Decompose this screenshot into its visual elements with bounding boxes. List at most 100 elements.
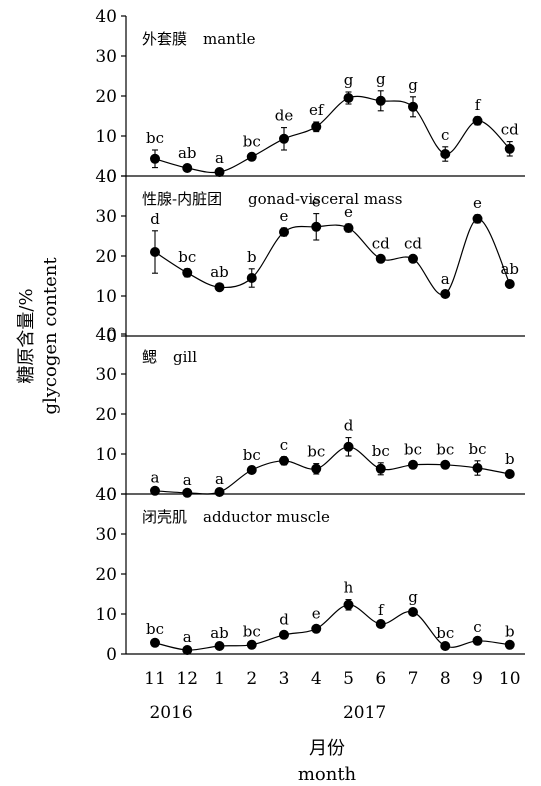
data-point <box>279 629 289 640</box>
significance-letter: bc <box>436 441 454 459</box>
y-tick-label: 30 <box>95 207 117 227</box>
y-tick-label: 10 <box>95 127 117 147</box>
significance-letter: b <box>247 248 257 266</box>
significance-letter: cd <box>372 235 390 253</box>
panel-title-en: gill <box>173 348 197 366</box>
y-tick-label: 30 <box>95 525 117 545</box>
data-point <box>311 623 322 634</box>
data-point <box>504 143 515 154</box>
data-point <box>150 485 160 496</box>
data-point <box>150 637 160 648</box>
y-tick-label: 10 <box>95 287 117 307</box>
significance-letter: f <box>475 96 482 114</box>
significance-letter: ab <box>178 144 197 162</box>
data-point <box>214 641 225 651</box>
x-tick-label: 1 <box>214 669 225 689</box>
significance-letter: c <box>441 126 449 144</box>
significance-letter: e <box>312 193 321 211</box>
significance-letter: b <box>505 450 515 468</box>
y-tick-label: 0 <box>106 645 117 665</box>
data-point <box>182 163 193 173</box>
significance-letter: e <box>312 605 321 623</box>
panel-title-cn: 闭壳肌 <box>142 508 187 526</box>
data-point <box>279 455 289 466</box>
x-tick-label: 4 <box>311 669 322 689</box>
data-point <box>343 223 354 233</box>
data-point <box>343 93 354 103</box>
x-tick-label: 7 <box>408 669 419 689</box>
data-point <box>375 619 386 629</box>
significance-letter: a <box>151 469 160 487</box>
significance-letter: g <box>344 71 354 89</box>
data-point <box>311 121 322 132</box>
data-point <box>182 645 193 655</box>
y-tick-label: 20 <box>95 405 117 425</box>
y-tick-label: 0 <box>106 167 117 187</box>
data-point <box>472 463 483 473</box>
data-point <box>246 639 257 650</box>
significance-letter: f <box>378 601 385 619</box>
x-tick-label: 11 <box>144 669 166 689</box>
significance-letter: a <box>183 471 192 489</box>
y-tick-label: 30 <box>95 47 117 67</box>
y-tick-label: 40 <box>95 7 117 27</box>
data-point <box>214 167 225 177</box>
series-line <box>154 446 510 495</box>
y-axis-label-cn: 糖原含量/% <box>16 288 37 383</box>
year-label: 2017 <box>343 703 386 723</box>
y-tick-label: 10 <box>95 445 117 465</box>
x-tick-label: 5 <box>343 669 354 689</box>
series-line <box>154 218 511 296</box>
significance-letter: ab <box>210 624 229 642</box>
significance-letter: a <box>215 470 224 488</box>
data-point <box>375 95 386 106</box>
significance-letter: a <box>183 628 192 646</box>
x-tick-label: 10 <box>499 669 521 689</box>
data-point <box>279 227 289 237</box>
significance-letter: bc <box>243 623 261 641</box>
panel-title-cn: 外套膜 <box>142 30 187 48</box>
x-axis-label-cn: 月份 <box>309 738 345 759</box>
y-tick-label: 20 <box>95 247 117 267</box>
y-axis-label: 糖原含量/% glycogen content <box>16 257 61 415</box>
panel-title-cn: 鳃 <box>142 348 157 366</box>
x-axis-label-en: month <box>298 764 357 785</box>
significance-letter: g <box>376 70 386 88</box>
y-tick-label: 40 <box>95 485 117 505</box>
x-tick-label: 3 <box>279 669 290 689</box>
significance-letter: d <box>344 417 354 435</box>
data-point <box>408 253 418 264</box>
x-tick-label: 9 <box>472 669 483 689</box>
data-point <box>343 441 354 452</box>
data-point <box>311 221 322 232</box>
x-tick-label: 8 <box>440 669 451 689</box>
significance-letter: e <box>473 194 482 212</box>
significance-letter: bc <box>243 133 261 151</box>
x-tick-label: 2 <box>246 669 257 689</box>
data-point <box>504 639 515 650</box>
significance-letter: ef <box>309 101 325 119</box>
significance-letter: h <box>344 579 354 597</box>
significance-letter: bc <box>146 620 164 638</box>
significance-letter: g <box>408 76 418 94</box>
data-point <box>246 465 257 475</box>
x-tick-label: 6 <box>375 669 386 689</box>
series-line <box>154 604 510 651</box>
significance-letter: bc <box>178 248 196 266</box>
x-tick-label: 12 <box>176 669 198 689</box>
y-tick-label: 30 <box>95 365 117 385</box>
significance-letter: b <box>505 623 515 641</box>
data-point <box>504 279 515 289</box>
significance-letter: bc <box>468 440 486 458</box>
data-point <box>246 273 257 283</box>
year-label: 2016 <box>149 703 192 723</box>
data-point <box>375 253 386 264</box>
data-point <box>150 247 160 257</box>
data-point <box>440 289 451 299</box>
data-point <box>311 463 322 474</box>
data-point <box>472 635 483 646</box>
y-tick-label: 0 <box>106 485 117 505</box>
